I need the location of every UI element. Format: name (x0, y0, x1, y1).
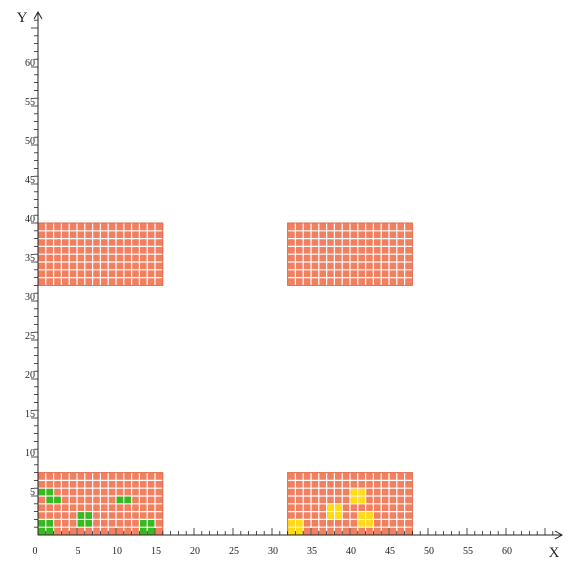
y-tick-label: 35 (25, 253, 35, 264)
x-tick-label: 40 (346, 546, 356, 557)
green-cell (38, 527, 46, 535)
x-tick-label: 45 (385, 546, 395, 557)
y-axis-title: Y (17, 10, 28, 26)
green-cell (46, 488, 53, 496)
yellow-cell (366, 520, 373, 527)
y-tick-label: 50 (25, 136, 35, 147)
yellow-cell (350, 496, 358, 504)
x-tick-label: 50 (424, 546, 434, 557)
x-tick-label: 5 (76, 546, 81, 557)
yellow-cell (296, 520, 303, 527)
x-tick-label: 10 (112, 546, 122, 557)
green-cell (46, 496, 53, 504)
yellow-cell (350, 488, 358, 496)
x-tick-label: 30 (268, 546, 278, 557)
green-cell (85, 512, 92, 519)
y-tick-label: 30 (25, 292, 35, 303)
x-tick-label: 35 (307, 546, 317, 557)
yellow-cell (335, 504, 342, 511)
green-cell (116, 496, 124, 504)
grid-block (287, 472, 413, 536)
marked-cells-layer (38, 488, 373, 535)
grid-block (37, 472, 164, 536)
green-cell (38, 488, 46, 496)
yellow-cell (327, 512, 334, 519)
green-cell (46, 520, 53, 527)
axes-layer: 0 5 10 15 20 25 30 35 40 45 50 55 60 5 10 15 20 25 30 35 40 4… (25, 10, 564, 557)
x-tick-label: 60 (502, 546, 512, 557)
y-tick-label: 40 (25, 214, 35, 225)
y-tick-label: 60 (25, 58, 35, 69)
green-cell (147, 527, 155, 535)
y-tick-label: 25 (25, 331, 35, 342)
y-tick-label: 5 (30, 487, 35, 498)
x-tick-label: 55 (463, 546, 473, 557)
y-tick-label: 55 (25, 97, 35, 108)
yellow-cell (288, 520, 295, 527)
x-tick-label: 20 (190, 546, 200, 557)
y-tick-label: 45 (25, 175, 35, 186)
yellow-cell (366, 512, 373, 519)
x-axis-arrow (554, 530, 564, 540)
y-tick-label: 15 (25, 409, 35, 420)
green-cell (54, 496, 61, 504)
green-cell (46, 527, 53, 535)
x-tick-label: 0 (33, 546, 38, 557)
y-tick-label: 10 (25, 448, 35, 459)
yellow-cell (358, 512, 365, 519)
blocks-layer (37, 222, 413, 536)
green-cell (85, 520, 92, 527)
yellow-cell (358, 496, 365, 504)
grid-block (37, 222, 164, 286)
x-tick-label: 15 (151, 546, 161, 557)
yellow-cell (335, 512, 342, 519)
grid-block (287, 222, 413, 286)
green-cell (124, 496, 131, 504)
green-cell (140, 527, 147, 535)
green-cell (38, 520, 46, 527)
yellow-cell (327, 504, 334, 511)
yellow-cell (358, 520, 365, 527)
block-border (287, 222, 413, 286)
yellow-cell (288, 527, 295, 535)
x-axis-title: X (549, 545, 560, 561)
green-cell (77, 512, 85, 519)
green-cell (140, 520, 147, 527)
y-tick-label: 20 (25, 370, 35, 381)
green-cell (147, 520, 155, 527)
x-tick-label: 25 (229, 546, 239, 557)
yellow-cell (296, 527, 303, 535)
y-axis-arrow (33, 10, 43, 20)
yellow-cell (358, 488, 365, 496)
green-cell (77, 520, 85, 527)
